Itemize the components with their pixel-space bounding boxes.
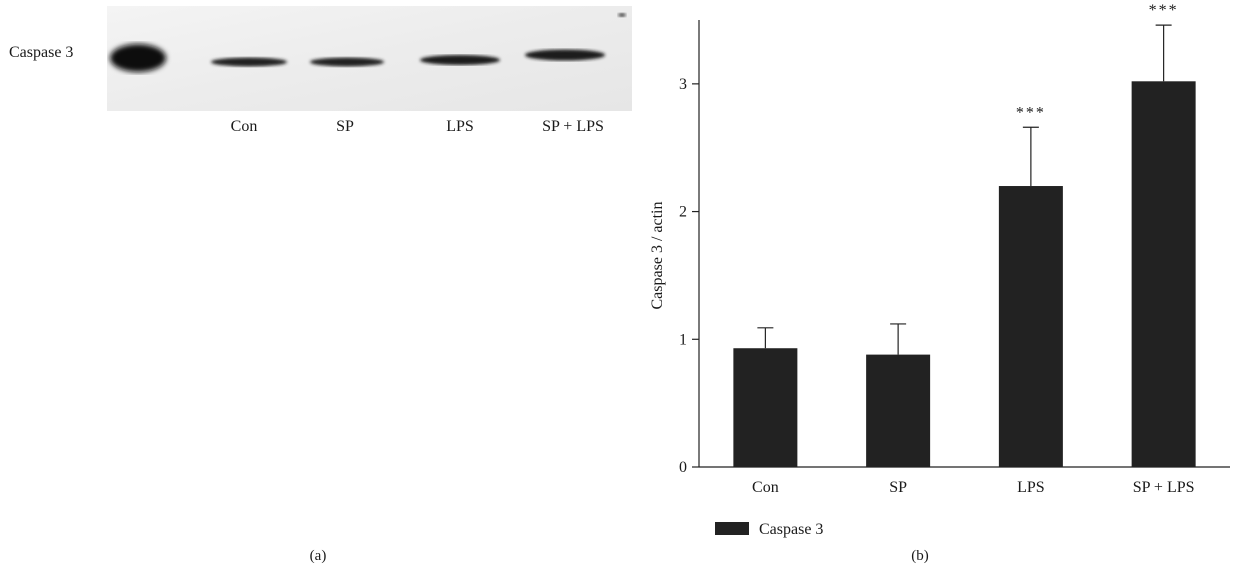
y-axis-label: Caspase 3 / actin xyxy=(649,202,666,310)
x-tick-label: LPS xyxy=(1017,479,1045,496)
blot-lane-label: Con xyxy=(230,118,258,135)
bar xyxy=(866,354,931,467)
legend-label: Caspase 3 xyxy=(759,521,823,538)
panel-a-label: (a) xyxy=(309,548,327,564)
blot-band-con xyxy=(211,57,287,67)
bar xyxy=(1131,81,1196,467)
blot-lane-label: LPS xyxy=(446,118,474,135)
panel-b-label: (b) xyxy=(911,548,929,564)
bar-chart-panel: 0 1 2 3 Caspase 3 / actin Con SP LPS *** SP + LPS… xyxy=(640,0,1234,586)
y-tick-label: 0 xyxy=(679,459,687,476)
significance-marker: *** xyxy=(1016,104,1046,121)
bar-chart: 0 1 2 3 Caspase 3 / actin Con SP LPS *** SP + LPS… xyxy=(649,2,1230,538)
blot-lane-label: SP xyxy=(336,118,354,135)
x-tick-label: SP xyxy=(889,479,907,496)
x-tick-label: Con xyxy=(752,479,779,496)
significance-marker: *** xyxy=(1149,2,1179,19)
bar xyxy=(998,186,1063,467)
blot-band-ladder xyxy=(110,44,166,72)
legend-swatch xyxy=(715,522,749,535)
western-blot-panel: Caspase 3 Con SP LPS SP + LPS (a) xyxy=(9,6,632,564)
x-tick-label: SP + LPS xyxy=(1133,479,1195,496)
y-tick-label: 3 xyxy=(679,76,687,93)
blot-row-label: Caspase 3 xyxy=(9,44,74,61)
blot-band-lps xyxy=(420,55,500,65)
western-blot-image xyxy=(107,6,632,111)
blot-lane-label: SP + LPS xyxy=(542,118,604,135)
bar xyxy=(733,348,798,467)
y-tick-label: 2 xyxy=(679,204,687,221)
blot-band-sp-lps xyxy=(525,49,605,61)
blot-band-sp xyxy=(310,57,384,67)
y-tick-label: 1 xyxy=(679,331,687,348)
